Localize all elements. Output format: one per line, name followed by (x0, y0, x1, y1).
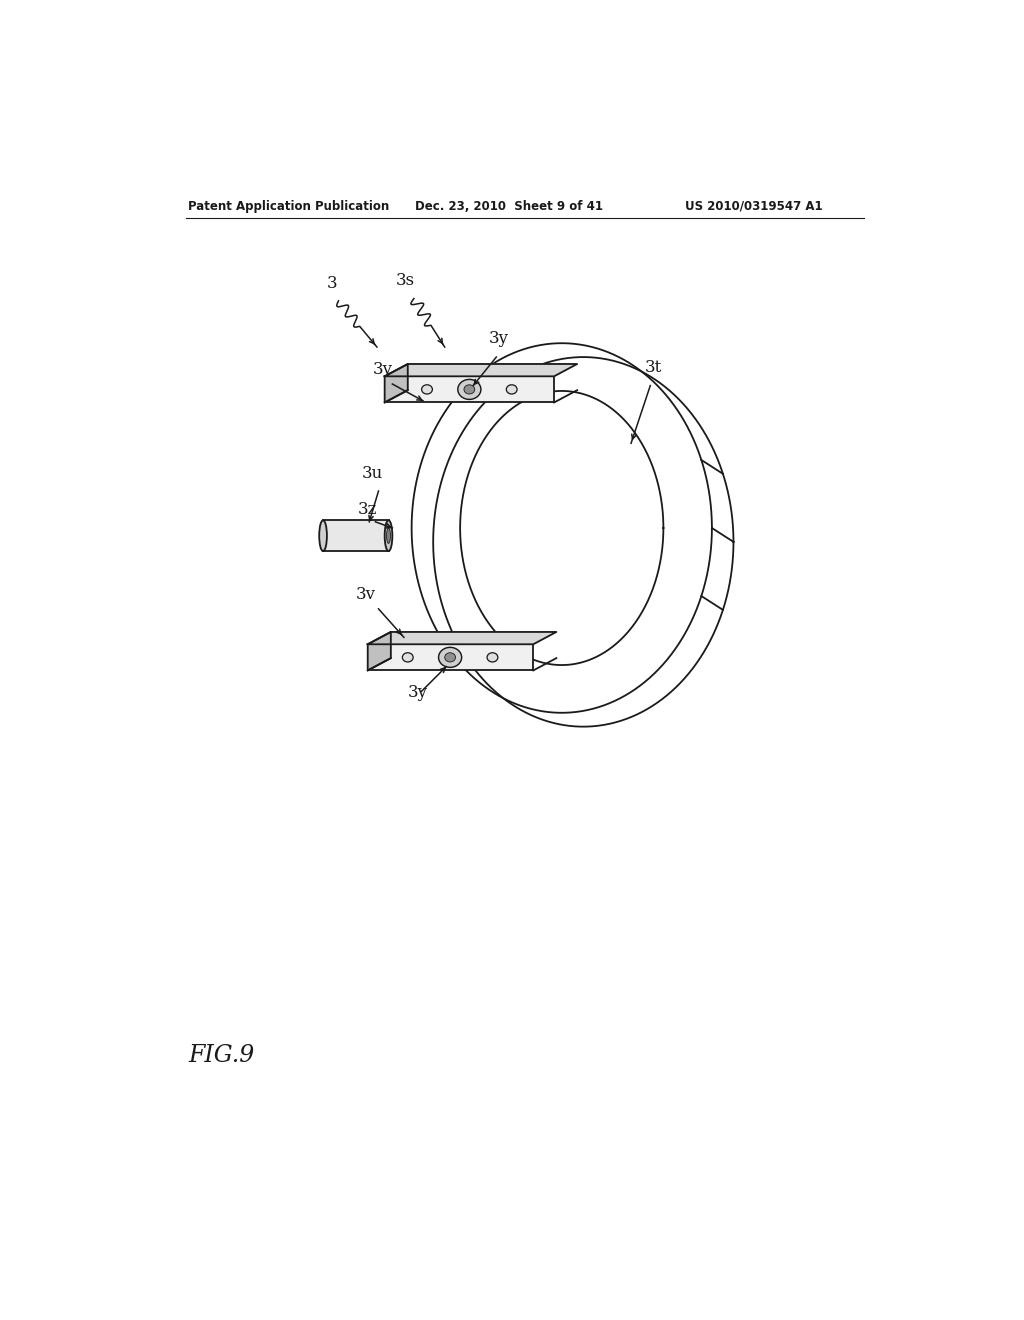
Bar (385, 376, 554, 403)
Text: 3z: 3z (357, 502, 377, 519)
Ellipse shape (464, 385, 475, 395)
Ellipse shape (438, 647, 462, 668)
Ellipse shape (444, 653, 456, 663)
Text: 3s: 3s (396, 272, 416, 289)
Text: 3: 3 (327, 275, 338, 292)
Ellipse shape (422, 385, 432, 395)
Bar (323, 520, 388, 552)
Text: FIG.9: FIG.9 (188, 1044, 255, 1067)
Text: 3y: 3y (408, 684, 428, 701)
Text: 3v: 3v (355, 586, 376, 603)
Text: US 2010/0319547 A1: US 2010/0319547 A1 (685, 199, 822, 213)
Ellipse shape (385, 520, 392, 552)
Text: 3u: 3u (361, 465, 383, 482)
Ellipse shape (487, 653, 498, 663)
Polygon shape (385, 364, 578, 376)
Ellipse shape (387, 528, 390, 544)
Ellipse shape (458, 379, 481, 400)
Text: 3t: 3t (645, 359, 663, 376)
Polygon shape (368, 632, 556, 644)
Bar (368, 644, 534, 671)
Text: 3v: 3v (373, 360, 393, 378)
Text: Patent Application Publication: Patent Application Publication (188, 199, 389, 213)
Polygon shape (368, 632, 391, 671)
Polygon shape (385, 364, 408, 403)
Text: Dec. 23, 2010  Sheet 9 of 41: Dec. 23, 2010 Sheet 9 of 41 (416, 199, 603, 213)
Ellipse shape (319, 520, 327, 552)
Ellipse shape (506, 385, 517, 395)
Text: 3y: 3y (488, 330, 509, 347)
Ellipse shape (402, 653, 413, 663)
